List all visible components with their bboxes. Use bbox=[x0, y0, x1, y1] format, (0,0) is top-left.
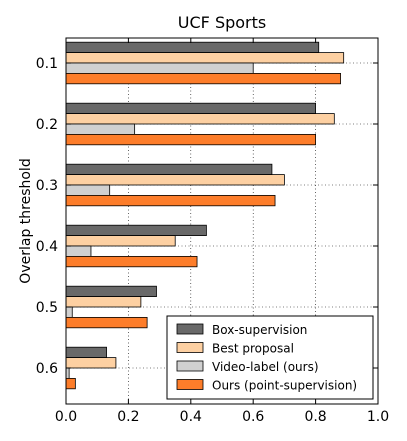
bar bbox=[65, 316, 148, 329]
bar bbox=[65, 245, 92, 257]
bar bbox=[65, 306, 73, 318]
bar bbox=[65, 102, 317, 114]
bar bbox=[65, 377, 76, 390]
bar bbox=[65, 357, 117, 369]
bar bbox=[65, 163, 273, 175]
y-tick-label: 0.3 bbox=[36, 178, 58, 194]
x-tick-label: 0.4 bbox=[180, 409, 202, 425]
bar bbox=[65, 194, 276, 207]
bar bbox=[65, 73, 341, 85]
legend-label: Ours (point-supervision) bbox=[212, 379, 357, 393]
y-axis-label: Overlap threshold bbox=[18, 158, 34, 283]
y-tick-label: 0.2 bbox=[36, 117, 58, 133]
bar bbox=[65, 52, 345, 64]
axis-ticks: 0.0 0.2 0.4 0.6 0.8 1.0 0.1 0.2 0.3 0.4 0.5 0.6 bbox=[36, 38, 389, 425]
legend-swatch bbox=[176, 360, 204, 372]
bar bbox=[65, 296, 142, 308]
x-tick-label: 0.0 bbox=[55, 409, 77, 425]
bar bbox=[65, 184, 111, 196]
legend-swatch bbox=[176, 379, 204, 390]
plot-frame bbox=[65, 37, 379, 405]
bar bbox=[65, 41, 320, 54]
bar bbox=[65, 235, 176, 247]
bar bbox=[65, 62, 254, 74]
legend-swatch bbox=[176, 342, 204, 353]
y-tick-label: 0.5 bbox=[36, 300, 58, 316]
bar bbox=[65, 174, 285, 186]
bar bbox=[65, 255, 198, 268]
x-tick-label: 0.2 bbox=[117, 409, 139, 425]
y-tick-label: 0.4 bbox=[36, 239, 58, 255]
legend-swatch bbox=[176, 323, 204, 335]
legend: Box-supervision Best proposal Video-label … bbox=[166, 315, 374, 400]
legend-label: Box-supervision bbox=[212, 323, 307, 337]
bar bbox=[65, 346, 107, 359]
bar bbox=[65, 224, 207, 236]
bar bbox=[65, 285, 157, 298]
bar bbox=[65, 123, 136, 135]
bars bbox=[65, 41, 345, 390]
y-tick-label: 0.1 bbox=[36, 56, 58, 72]
x-tick-label: 0.8 bbox=[304, 409, 326, 425]
chart-title: UCF Sports bbox=[178, 13, 266, 32]
bar bbox=[65, 113, 335, 125]
legend-label: Video-label (ours) bbox=[212, 360, 319, 374]
legend-label: Best proposal bbox=[212, 342, 294, 356]
x-tick-label: 0.6 bbox=[242, 409, 264, 425]
x-tick-label: 1.0 bbox=[367, 409, 389, 425]
bar bbox=[65, 133, 317, 146]
y-tick-label: 0.6 bbox=[36, 361, 58, 377]
